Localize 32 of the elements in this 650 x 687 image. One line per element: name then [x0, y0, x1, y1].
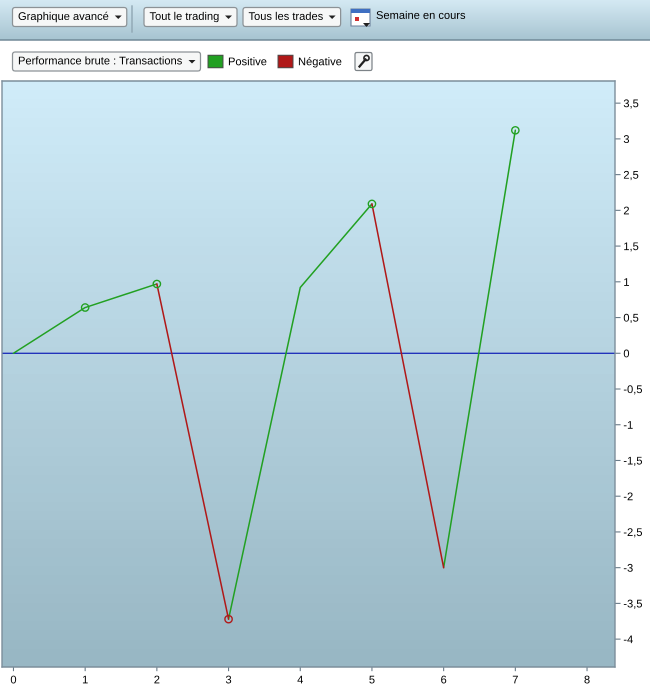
y-tick-label: -3: [624, 564, 633, 572]
x-tick-label: 7: [512, 676, 518, 684]
x-tick-label: 2: [154, 676, 160, 684]
y-tick-label: 2: [624, 206, 629, 214]
x-tick-label: 1: [82, 676, 88, 684]
y-tick-label: -0,5: [624, 385, 642, 394]
y-tick-label: -1: [624, 421, 633, 429]
x-tick-label: 6: [441, 676, 446, 684]
x-tick-label: 8: [584, 676, 590, 684]
text: Tout le trading: [150, 12, 219, 22]
text: Graphique avancé: [18, 12, 108, 22]
y-tick-label: -2,5: [624, 528, 642, 538]
y-tick-label: -4: [624, 636, 633, 644]
chart-title: Performance brute : Transactions: [18, 56, 182, 64]
y-tick-label: 2,5: [624, 170, 638, 180]
y-tick-label: 0: [624, 350, 630, 358]
y-tick-label: -1,5: [624, 456, 642, 466]
y-tick-label: -3,5: [624, 600, 642, 609]
x-tick-label: 4: [297, 676, 304, 684]
x-tick-label: 0: [10, 676, 16, 684]
legend-label: Négative: [298, 57, 342, 68]
legend-label: Positive: [228, 57, 266, 66]
text: Tous les trades: [248, 12, 323, 20]
y-tick-label: 1,5: [624, 242, 638, 252]
y-tick-label: 3,5: [624, 99, 638, 109]
y-tick-label: 1: [624, 278, 629, 286]
y-tick-label: 0,5: [624, 314, 638, 323]
x-tick-label: 3: [226, 676, 232, 684]
text: Semaine en cours: [376, 10, 466, 19]
y-tick-label: 3: [624, 135, 630, 144]
y-tick-label: -2: [624, 492, 633, 500]
x-tick-label: 5: [369, 676, 375, 684]
